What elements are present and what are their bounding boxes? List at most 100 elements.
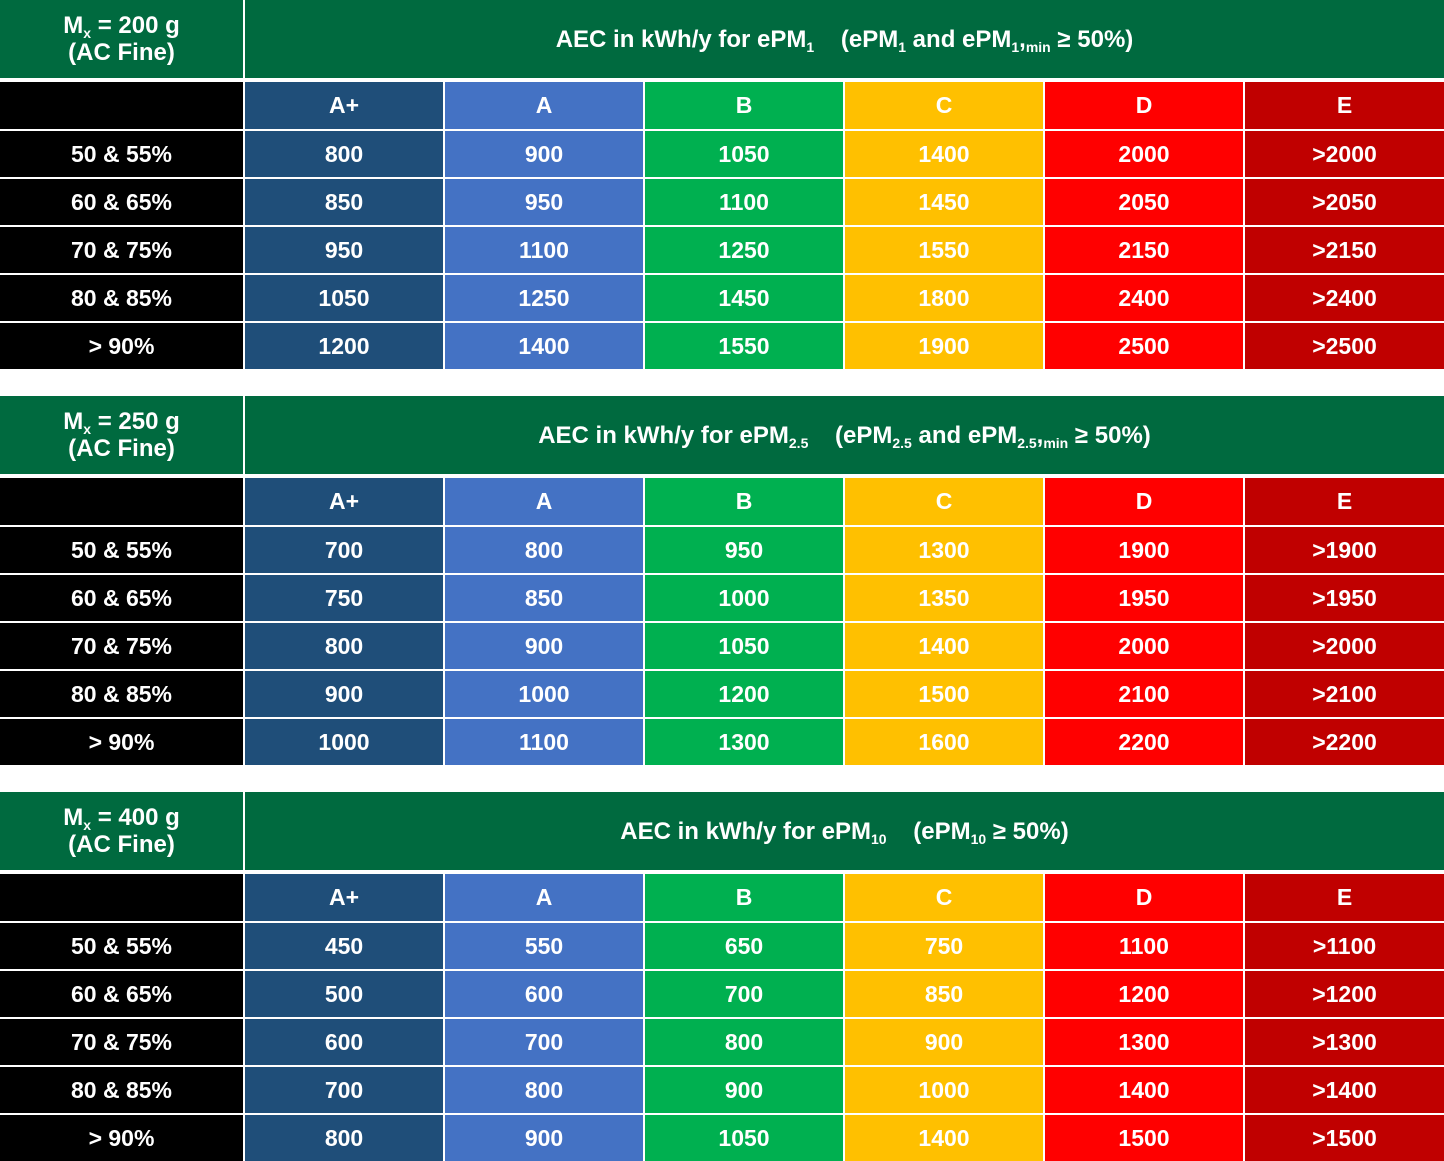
text-segment: M xyxy=(63,408,84,435)
row-label: 80 & 85% xyxy=(0,1067,243,1113)
column-header: E xyxy=(1245,478,1444,525)
subscript: x xyxy=(83,25,92,41)
mass-note: (AC Fine) xyxy=(68,39,175,66)
value-cell: 1400 xyxy=(845,1115,1043,1161)
subscript: 1 xyxy=(1011,38,1020,55)
value-cell: 1000 xyxy=(645,575,843,621)
value-cell: 1100 xyxy=(445,719,643,765)
value-cell: >1950 xyxy=(1245,575,1444,621)
value-cell: 900 xyxy=(445,1115,643,1161)
mass-label: Mx = 400 g xyxy=(63,804,180,833)
column-header: A xyxy=(445,478,643,525)
value-cell: 1200 xyxy=(645,671,843,717)
value-cell: 700 xyxy=(445,1019,643,1065)
column-header: B xyxy=(645,82,843,129)
value-cell: 550 xyxy=(445,923,643,969)
row-label: 60 & 65% xyxy=(0,179,243,225)
value-cell: 1500 xyxy=(1045,1115,1243,1161)
value-cell: 800 xyxy=(245,131,443,177)
row-label: 70 & 75% xyxy=(0,1019,243,1065)
value-cell: 1000 xyxy=(245,719,443,765)
text-segment: and ePM xyxy=(906,25,1012,53)
value-cell: 800 xyxy=(445,1067,643,1113)
column-header: D xyxy=(1045,478,1243,525)
value-cell: 700 xyxy=(245,527,443,573)
value-cell: 1050 xyxy=(645,1115,843,1161)
subscript: x xyxy=(83,817,92,833)
value-cell: >1500 xyxy=(1245,1115,1444,1161)
text-segment: AEC in kWh/y for ePM xyxy=(555,25,807,53)
column-header: C xyxy=(845,82,1043,129)
text-segment: = 200 g xyxy=(91,12,180,39)
value-cell: 1000 xyxy=(445,671,643,717)
text-segment: (ePM xyxy=(886,817,971,845)
value-cell: 1000 xyxy=(845,1067,1043,1113)
table-title: AEC in kWh/y for ePM10 (ePM10 ≥ 50%) xyxy=(245,792,1444,870)
value-cell: >2000 xyxy=(1245,623,1444,669)
value-cell: >2200 xyxy=(1245,719,1444,765)
value-cell: 1300 xyxy=(645,719,843,765)
column-header: A xyxy=(445,82,643,129)
value-cell: 1600 xyxy=(845,719,1043,765)
row-label: 50 & 55% xyxy=(0,131,243,177)
corner-cell xyxy=(0,874,243,921)
mass-header: Mx = 250 g (AC Fine) xyxy=(0,396,243,474)
value-cell: 1100 xyxy=(645,179,843,225)
value-cell: 900 xyxy=(445,131,643,177)
value-cell: 900 xyxy=(845,1019,1043,1065)
value-cell: 750 xyxy=(845,923,1043,969)
row-label: > 90% xyxy=(0,323,243,369)
value-cell: 1300 xyxy=(845,527,1043,573)
column-header: C xyxy=(845,478,1043,525)
column-header: D xyxy=(1045,82,1243,129)
subscript: min xyxy=(1025,38,1051,55)
value-cell: 1300 xyxy=(1045,1019,1243,1065)
text-segment: ≥ 50%) xyxy=(986,817,1069,845)
text-segment: ≥ 50%) xyxy=(1068,421,1151,449)
value-cell: 950 xyxy=(245,227,443,273)
title-line: AEC in kWh/y for ePM1 (ePM1 and ePM1,min… xyxy=(555,25,1134,55)
value-cell: 2500 xyxy=(1045,323,1243,369)
mass-note: (AC Fine) xyxy=(68,831,175,858)
row-label: 70 & 75% xyxy=(0,623,243,669)
text-segment: M xyxy=(63,12,84,39)
value-cell: 1800 xyxy=(845,275,1043,321)
value-cell: 1050 xyxy=(645,623,843,669)
value-cell: 800 xyxy=(245,623,443,669)
table-title: AEC in kWh/y for ePM1 (ePM1 and ePM1,min… xyxy=(245,0,1444,78)
row-label: 50 & 55% xyxy=(0,923,243,969)
subscript: 2.5 xyxy=(892,434,912,451)
value-cell: 1250 xyxy=(645,227,843,273)
value-cell: 800 xyxy=(445,527,643,573)
value-cell: 900 xyxy=(245,671,443,717)
value-cell: >1200 xyxy=(1245,971,1444,1017)
value-cell: >1300 xyxy=(1245,1019,1444,1065)
column-header: D xyxy=(1045,874,1243,921)
value-cell: 1050 xyxy=(245,275,443,321)
column-header: A+ xyxy=(245,874,443,921)
value-cell: 1950 xyxy=(1045,575,1243,621)
title-line: AEC in kWh/y for ePM2.5 (ePM2.5 and ePM2… xyxy=(538,421,1151,451)
column-header: A xyxy=(445,874,643,921)
mass-header: Mx = 400 g (AC Fine) xyxy=(0,792,243,870)
value-cell: >1100 xyxy=(1245,923,1444,969)
value-cell: 2000 xyxy=(1045,131,1243,177)
value-cell: 1550 xyxy=(845,227,1043,273)
value-cell: 1500 xyxy=(845,671,1043,717)
value-cell: 850 xyxy=(245,179,443,225)
value-cell: 2050 xyxy=(1045,179,1243,225)
text-segment: AEC in kWh/y for ePM xyxy=(538,421,789,449)
value-cell: 600 xyxy=(445,971,643,1017)
subscript: 2.5 xyxy=(788,434,809,451)
subscript: 1 xyxy=(806,38,815,55)
value-cell: 450 xyxy=(245,923,443,969)
value-cell: 2000 xyxy=(1045,623,1243,669)
value-cell: 2200 xyxy=(1045,719,1243,765)
text-segment: = 400 g xyxy=(91,804,180,831)
value-cell: 1900 xyxy=(1045,527,1243,573)
column-header: A+ xyxy=(245,478,443,525)
mass-note: (AC Fine) xyxy=(68,435,175,462)
column-header: B xyxy=(645,478,843,525)
title-line: AEC in kWh/y for ePM10 (ePM10 ≥ 50%) xyxy=(620,817,1069,846)
